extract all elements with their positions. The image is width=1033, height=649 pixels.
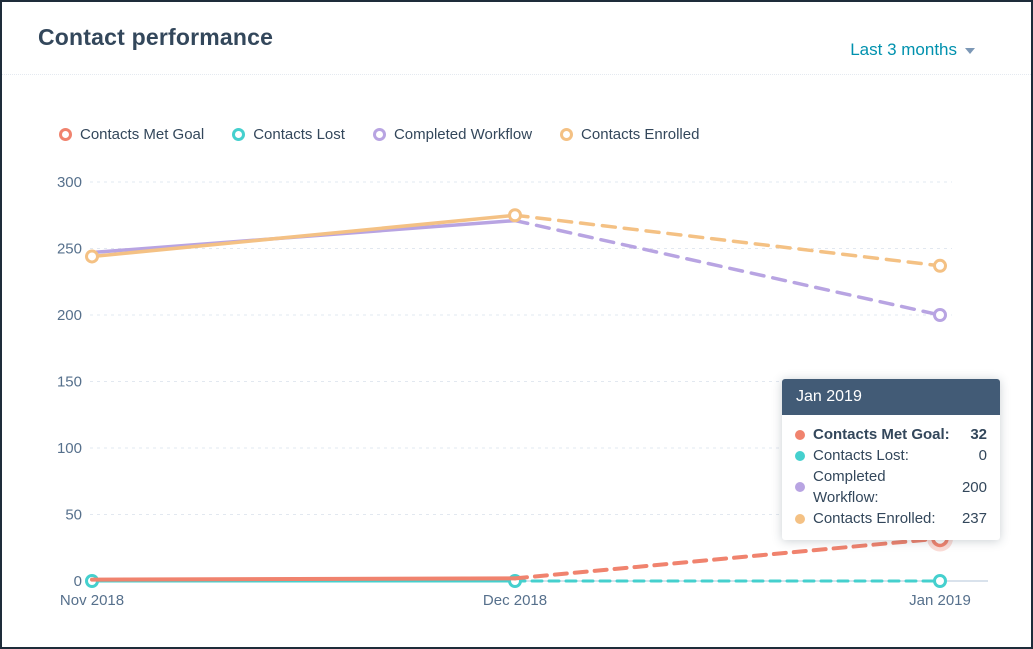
tooltip-title: Jan 2019 [782,379,1000,415]
date-range-label: Last 3 months [850,40,957,59]
series-dot-icon [795,429,805,440]
data-point-contacts-enrolled-2[interactable] [933,258,947,273]
y-tick-label: 300 [57,174,82,191]
series-dot-icon [795,450,805,461]
chevron-down-icon [965,48,975,54]
data-point-contacts-lost-2[interactable] [933,574,947,588]
tooltip-row-contacts-lost-: Contacts Lost: 0 [795,445,987,466]
data-point-contacts-enrolled-0[interactable] [85,249,99,264]
tooltip-row-contacts-enrolled-: Contacts Enrolled: 237 [795,508,987,529]
y-tick-label: 50 [65,507,82,524]
series-line-solid-contacts-met-goal [90,576,517,582]
legend-label: Completed Workflow [393,126,533,143]
y-tick-label: 200 [57,307,82,324]
legend-marker-icon [560,128,574,141]
legend-label: Contacts Lost [253,126,345,143]
y-tick-label: 150 [57,374,82,391]
page-title: Contact performance [38,24,274,50]
series-dot-icon [795,482,805,492]
x-tick-label-jan-2019: Jan 2019 [909,592,971,609]
data-point-contacts-enrolled-1[interactable] [508,208,522,223]
chart-tooltip: Jan 2019 Contacts Met Goal: 32 Contacts Lo… [782,379,1000,540]
legend-marker-icon [232,128,246,141]
legend-marker-icon [372,128,386,141]
series-line-solid-contacts-enrolled [90,213,517,259]
legend-label: Contacts Met Goal [80,126,205,143]
legend-item-contacts-enrolled[interactable]: Contacts Enrolled [560,126,699,143]
legend-item-completed-workflow[interactable]: Completed Workflow [372,126,533,143]
series-line-projected-completed-workflow [513,218,942,317]
legend: Contacts Met Goal Contacts Lost Completed … [59,126,699,143]
y-tick-label: 250 [57,241,82,258]
x-tick-label-dec-2018: Dec 2018 [483,592,547,609]
date-range-dropdown[interactable]: Last 3 months [850,40,975,60]
x-tick-label-nov-2018: Nov 2018 [60,592,124,609]
tooltip-body: Contacts Met Goal: 32 Contacts Lost: 0 Compl… [782,415,1000,540]
legend-item-contacts-lost[interactable]: Contacts Lost [232,126,345,143]
legend-marker-icon [59,128,72,141]
series-dot-icon [795,513,805,524]
legend-item-contacts-met-goal[interactable]: Contacts Met Goal [59,126,204,143]
header-divider [2,74,1031,75]
y-tick-label: 100 [57,440,82,457]
series-line-projected-contacts-enrolled [513,213,942,268]
legend-label: Contacts Enrolled [581,126,700,143]
y-tick-label: 0 [74,573,82,590]
tooltip-row-completed-workflow-: Completed Workflow: 200 [795,466,987,508]
data-point-completed-workflow-2[interactable] [933,308,947,322]
series-line-projected-contacts-met-goal [513,536,942,581]
tooltip-row-contacts-met-goal-: Contacts Met Goal: 32 [795,424,987,445]
